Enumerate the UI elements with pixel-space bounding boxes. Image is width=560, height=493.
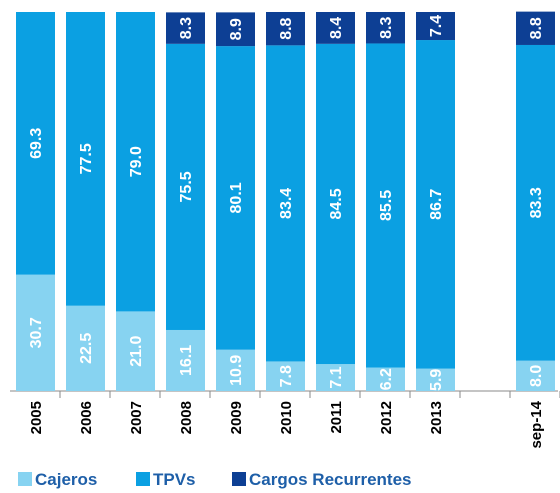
bar-segment [266, 361, 305, 391]
bar-segment [516, 11, 555, 45]
value-label: 83.4 [278, 188, 295, 219]
legend-label: Cargos Recurrentes [249, 470, 412, 489]
bar-segment [366, 367, 405, 391]
bar-segment [166, 329, 205, 391]
x-tick-label: 2005 [28, 401, 45, 434]
value-label: 84.5 [328, 188, 345, 219]
x-tick-label: 2008 [178, 401, 195, 434]
legend-label: Cajeros [35, 470, 97, 489]
value-label: 75.5 [178, 171, 195, 202]
bar-segment [216, 12, 255, 47]
value-label: 8.8 [528, 17, 545, 39]
bar-segment [316, 364, 355, 391]
bar-segment [416, 40, 455, 369]
bar-segment [316, 12, 355, 44]
bar-segment [416, 12, 455, 41]
value-label: 8.3 [178, 17, 195, 39]
value-label: 80.1 [228, 182, 245, 213]
bar-segment [216, 349, 255, 391]
value-label: 8.8 [278, 17, 295, 39]
value-label: 77.5 [78, 143, 95, 174]
value-label: 22.5 [78, 333, 95, 364]
bar-segment [316, 43, 355, 365]
value-label: 8.4 [328, 17, 345, 39]
legend-swatch [136, 472, 150, 486]
bar-segment [66, 12, 105, 306]
x-tick-label: 2011 [328, 401, 345, 434]
value-label: 30.7 [28, 317, 45, 348]
legend-swatch [232, 472, 246, 486]
value-label: 5.9 [428, 369, 445, 391]
bar-segment [16, 12, 55, 275]
value-label: 6.2 [378, 368, 395, 390]
x-tick-label: 2010 [278, 401, 295, 434]
bar-segment [366, 12, 405, 44]
bar-segment [516, 44, 555, 361]
value-label: 16.1 [178, 345, 195, 376]
value-label: 79.0 [128, 146, 145, 177]
value-label: 21.0 [128, 336, 145, 367]
x-tick-label: 2007 [128, 401, 145, 434]
bar-segment [366, 43, 405, 368]
bar-segment [66, 305, 105, 391]
bar-segment [416, 368, 455, 391]
value-label: 8.9 [228, 18, 245, 40]
bar-segment [166, 12, 205, 44]
value-label: 8.3 [378, 17, 395, 39]
value-label: 10.9 [228, 355, 245, 386]
bar-segment [116, 311, 155, 391]
value-label: 86.7 [428, 189, 445, 220]
bar-segment [116, 12, 155, 312]
x-tick-label: 2013 [428, 401, 445, 434]
value-label: 69.3 [28, 128, 45, 159]
value-label: 8.0 [528, 365, 545, 387]
value-label: 7.1 [328, 366, 345, 388]
value-label: 85.5 [378, 190, 395, 221]
value-label: 7.8 [278, 365, 295, 387]
x-tick-label: sep-14 [528, 400, 545, 448]
bar-segment [16, 274, 55, 391]
legend-swatch [18, 472, 32, 486]
x-tick-label: 2009 [228, 401, 245, 434]
bar-segment [266, 12, 305, 46]
bar-segment [166, 43, 205, 330]
value-label: 83.3 [528, 187, 545, 218]
value-label: 7.4 [428, 15, 445, 37]
bar-segment [516, 360, 555, 391]
x-tick-label: 2012 [378, 401, 395, 434]
bar-segment [266, 45, 305, 362]
legend-label: TPVs [153, 470, 196, 489]
bar-segment [216, 46, 255, 350]
x-tick-label: 2006 [78, 401, 95, 434]
